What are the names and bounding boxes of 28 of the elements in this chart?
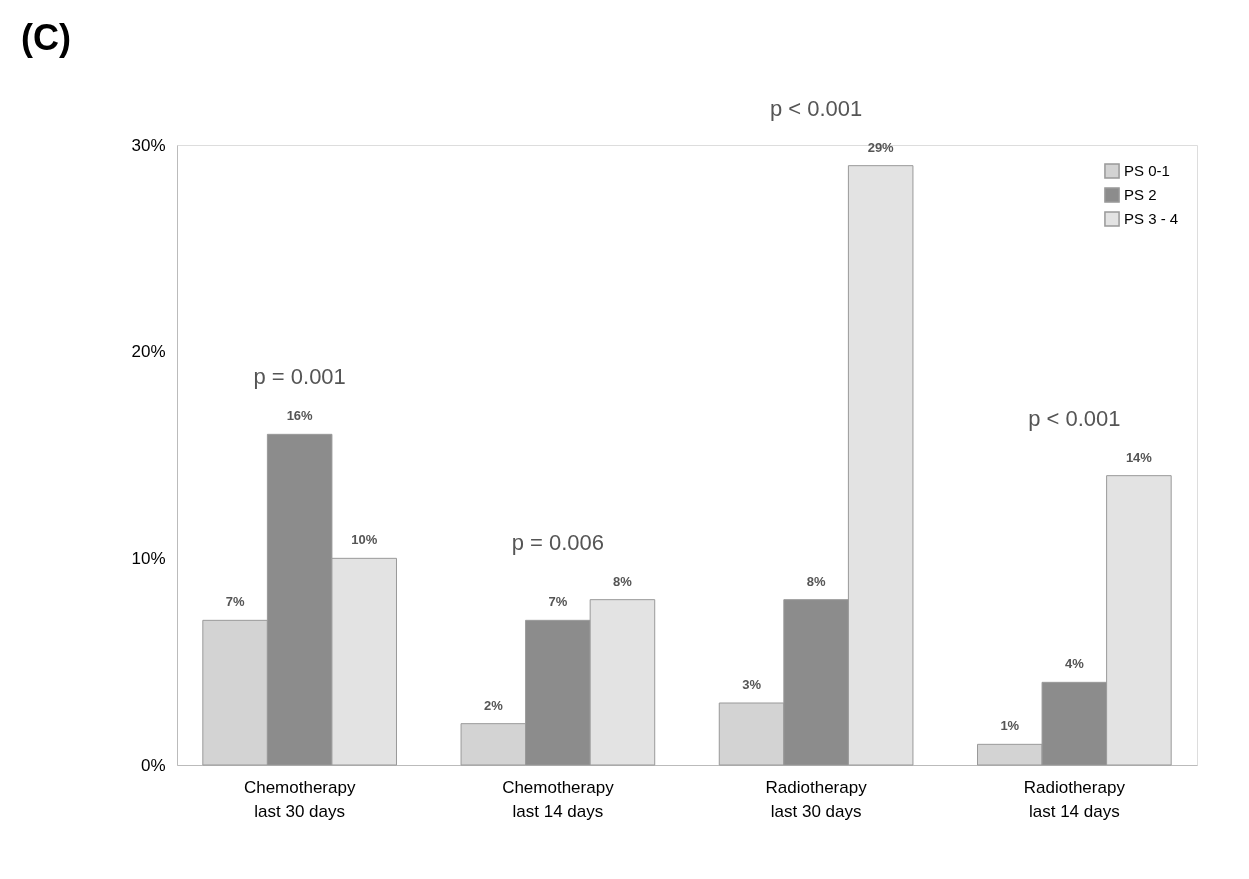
y-tick-label: 30% xyxy=(131,135,166,155)
y-tick-label: 20% xyxy=(131,342,166,362)
text: p < 0.001 xyxy=(769,95,863,121)
x-tick-label: Radiotherapy last 30 days xyxy=(765,777,868,821)
x-tick-label: Chemotherapy last 14 days xyxy=(502,777,615,821)
data-label: 29% xyxy=(867,139,895,155)
data-label: 16% xyxy=(286,408,314,424)
legend-label: PS 0-1 xyxy=(1124,162,1170,179)
annotation: p = 0.006 xyxy=(511,529,605,555)
data-label: 14% xyxy=(1125,449,1153,465)
legend-label: PS 3 - 4 xyxy=(1124,210,1179,227)
data-label: 2% xyxy=(483,697,504,713)
legend-label: PS 2 xyxy=(1124,186,1157,203)
x-tick-label: Chemotherapy last 30 days xyxy=(243,777,356,821)
chart-title: (C) xyxy=(20,16,71,58)
y-tick-label: 0% xyxy=(140,755,166,775)
data-label: 10% xyxy=(351,532,378,548)
data-label: 8% xyxy=(613,573,633,589)
annotation: p = 0.001 xyxy=(253,364,346,390)
data-label: 7% xyxy=(548,594,568,610)
annotation: p < 0.001 xyxy=(1028,405,1121,431)
y-tick-label: 10% xyxy=(131,548,166,568)
x-tick-label: Radiotherapy last 14 days xyxy=(1023,777,1126,821)
data-label: 4% xyxy=(1064,656,1085,672)
data-label: 7% xyxy=(225,594,245,610)
data-label: 8% xyxy=(806,573,826,589)
data-label: 3% xyxy=(742,677,762,692)
data-label: 1% xyxy=(1000,718,1020,734)
